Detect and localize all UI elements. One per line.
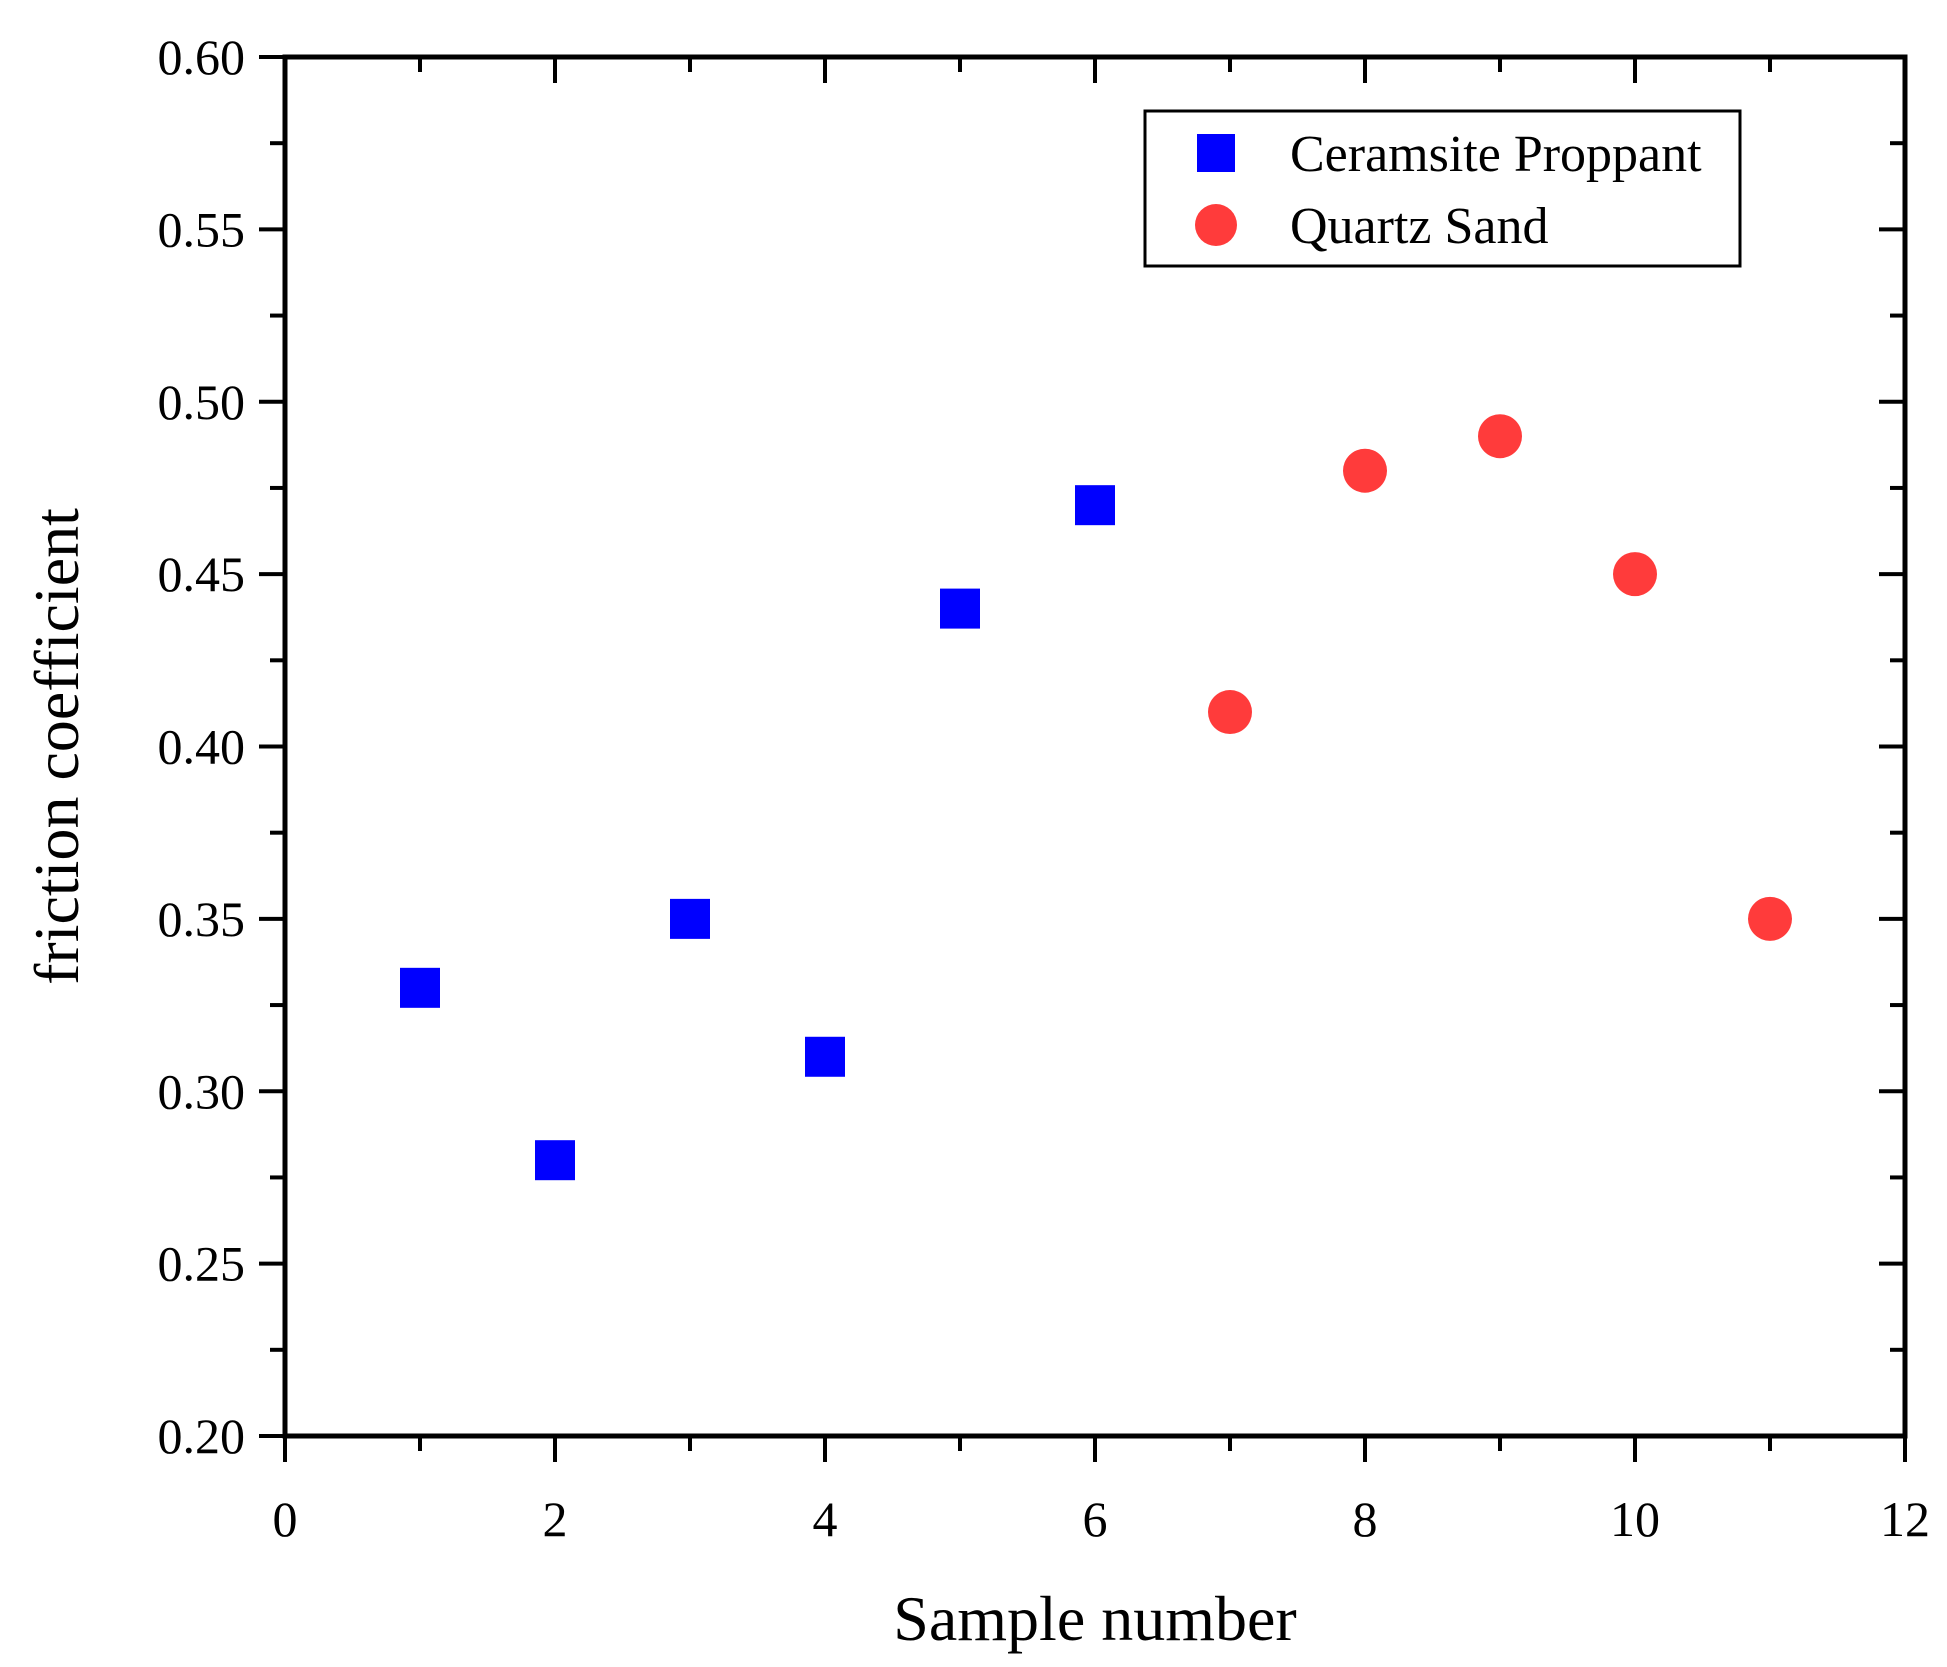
data-point-2-5: [1748, 896, 1792, 941]
marks-layer: [400, 414, 1792, 1181]
legend-marker-2: [1195, 204, 1237, 246]
x-tick-label: 6: [1083, 1491, 1108, 1547]
data-point-1-1: [400, 967, 440, 1008]
y-tick-label: 0.50: [158, 374, 246, 430]
data-point-1-6: [1075, 485, 1115, 526]
legend: Ceramsite Proppant Quartz Sand: [1143, 109, 1742, 268]
y-tick-label: 0.55: [158, 201, 246, 257]
y-tick-label: 0.35: [158, 891, 246, 947]
y-tick-label: 0.30: [158, 1063, 246, 1119]
data-point-1-4: [805, 1036, 845, 1077]
y-axis-title: friction coefficient: [21, 508, 92, 985]
data-point-1-3: [670, 898, 710, 939]
legend-box: [1143, 109, 1742, 268]
data-point-2-1: [1208, 690, 1252, 735]
data-point-2-4: [1613, 552, 1657, 597]
data-point-2-3: [1478, 414, 1522, 459]
y-tick-label: 0.60: [158, 29, 246, 85]
y-tick-label: 0.40: [158, 719, 246, 775]
axes-layer: 0 2 4 6 8 10 12 0.20 0.25 0.30 0.35 0.40 0.45 0.50 0.5…: [158, 29, 1931, 1547]
y-tick-label: 0.20: [158, 1408, 246, 1464]
x-tick-label: 10: [1610, 1491, 1660, 1547]
x-tick-label: 2: [543, 1491, 568, 1547]
data-point-2-2: [1343, 448, 1387, 493]
x-axis-title: Sample number: [893, 1583, 1296, 1654]
data-point-1-2: [535, 1140, 575, 1181]
y-tick-label: 0.25: [158, 1236, 246, 1292]
x-tick-label: 4: [813, 1491, 838, 1547]
legend-marker-1: [1197, 134, 1235, 172]
data-point-1-5: [940, 588, 980, 629]
legend-label: Ceramsite Proppant: [1290, 126, 1702, 183]
x-tick-label: 12: [1880, 1491, 1930, 1547]
x-tick-label: 0: [273, 1491, 298, 1547]
x-tick-label: 8: [1353, 1491, 1378, 1547]
legend-label: Quartz Sand: [1290, 198, 1548, 255]
y-tick-label: 0.45: [158, 546, 246, 602]
